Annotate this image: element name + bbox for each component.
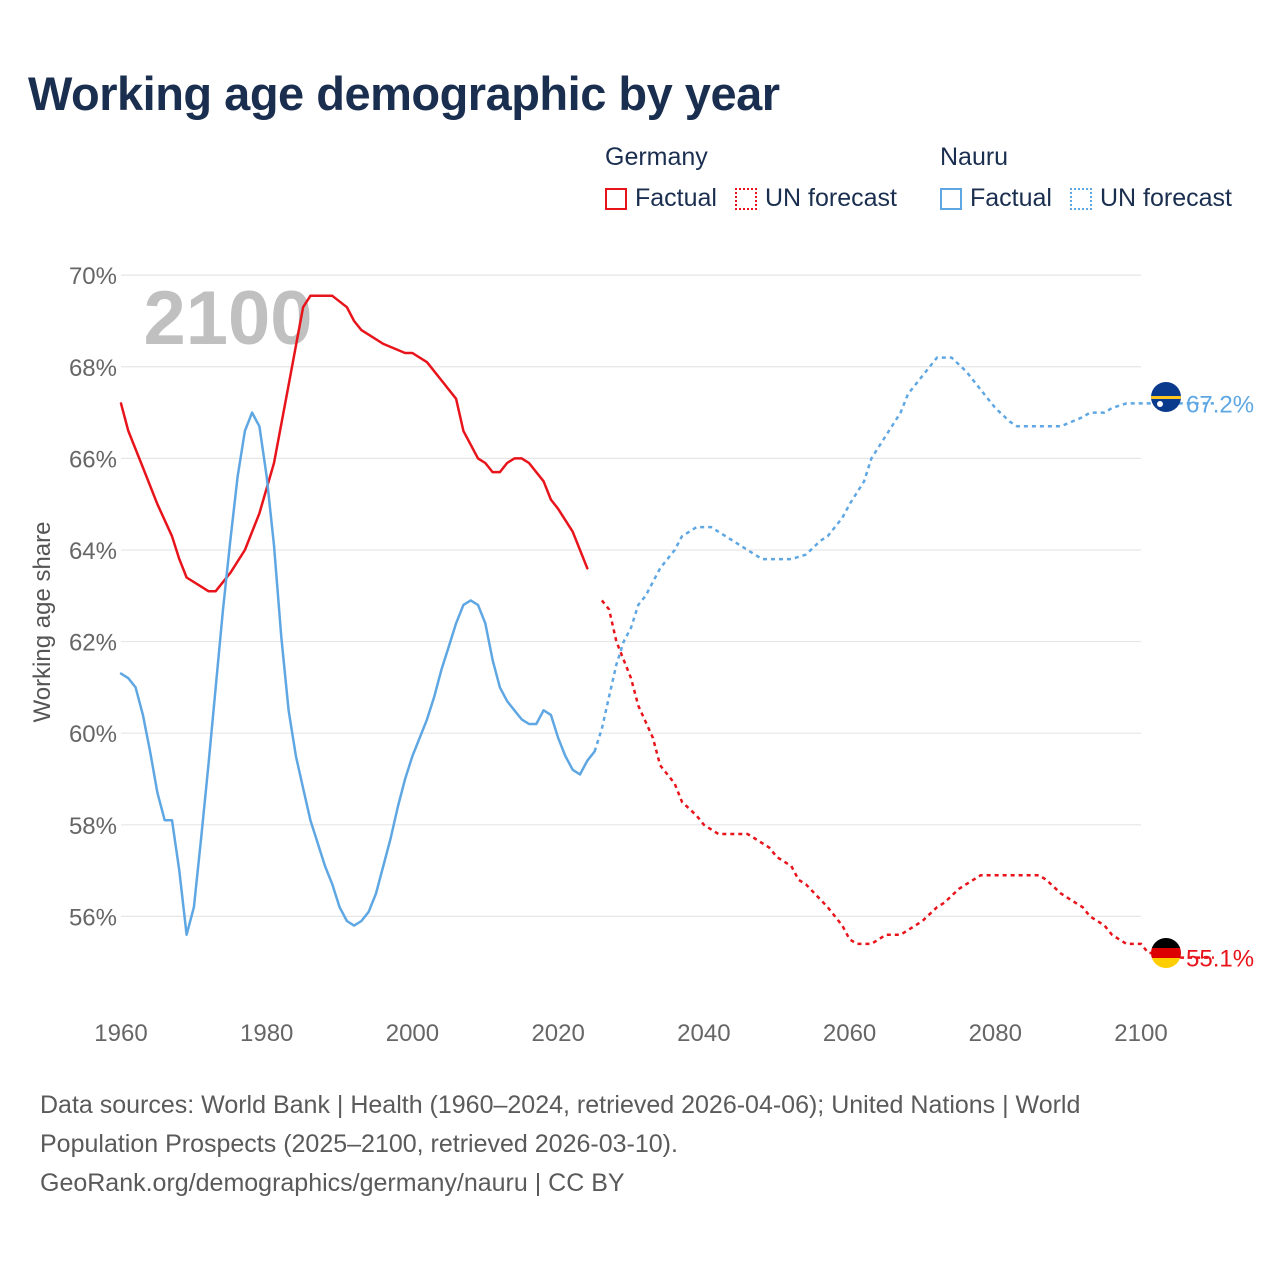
y-tick-label: 62% [69, 630, 117, 657]
germany-flag [1151, 938, 1181, 968]
legend-item-germany-factual[interactable]: Factual [605, 184, 717, 213]
legend-item-label: UN forecast [764, 184, 897, 212]
y-tick-label: 56% [69, 904, 117, 931]
y-tick-label: 70% [69, 263, 117, 290]
y-tick-label: 64% [69, 538, 117, 565]
legend-item-germany-forecast[interactable]: UN forecast [734, 184, 897, 213]
legend-item-nauru-factual[interactable]: Factual [940, 184, 1052, 213]
germany-forecast-line[interactable] [600, 599, 1214, 959]
germany-factual-line[interactable] [119, 294, 589, 593]
nauru-end-value-label: 67.2% [1186, 391, 1254, 418]
x-tick-label: 2060 [823, 1020, 876, 1047]
nauru-factual-line[interactable] [119, 411, 596, 936]
x-tick-label: 2040 [677, 1020, 730, 1047]
legend-swatch-dotted [734, 187, 757, 210]
legend-item-label: Factual [970, 184, 1052, 212]
y-tick-label: 68% [69, 355, 117, 382]
y-axis-label: Working age share [29, 522, 56, 723]
legend-country-label: Nauru [940, 143, 1009, 171]
x-tick-label: 1980 [240, 1020, 293, 1047]
x-tick-label: 2100 [1114, 1020, 1167, 1047]
year-watermark: 2100 [143, 276, 312, 361]
legend-nauru: Nauru Factual UN forecast [940, 143, 1232, 213]
nauru-forecast-line[interactable] [593, 356, 1214, 752]
footer-line: Data sources: World Bank | Health (1960–… [40, 1091, 1081, 1119]
legend-swatch-solid [605, 187, 627, 210]
nauru-flag [1151, 382, 1181, 412]
x-tick-label: 1960 [94, 1020, 147, 1047]
footer-line: GeoRank.org/demographics/germany/nauru |… [40, 1169, 625, 1197]
legend-germany: Germany Factual UN forecast [605, 143, 897, 213]
line-chart: 2100 56% 58% 60% 62% 64% 66% 68% 70% 1960 1980 20… [29, 263, 1254, 1047]
y-tick-label: 66% [69, 446, 117, 473]
legend-country-label: Germany [605, 143, 708, 171]
legend-item-label: Factual [635, 184, 717, 212]
legend-item-nauru-forecast[interactable]: UN forecast [1069, 184, 1232, 213]
chart-title: Working age demographic by year [28, 67, 780, 120]
footer-line: Population Prospects (2025–2100, retriev… [40, 1130, 678, 1158]
x-tick-label: 2000 [386, 1020, 439, 1047]
data-sources-footer: Data sources: World Bank | Health (1960–… [40, 1086, 1200, 1203]
legend-swatch-dotted [1069, 187, 1092, 210]
y-tick-label: 58% [69, 813, 117, 840]
x-tick-label: 2080 [969, 1020, 1022, 1047]
germany-end-value-label: 55.1% [1186, 946, 1254, 973]
x-tick-label: 2020 [531, 1020, 584, 1047]
y-tick-label: 60% [69, 721, 117, 748]
legend-item-label: UN forecast [1099, 184, 1232, 212]
legend-swatch-solid [940, 187, 962, 210]
